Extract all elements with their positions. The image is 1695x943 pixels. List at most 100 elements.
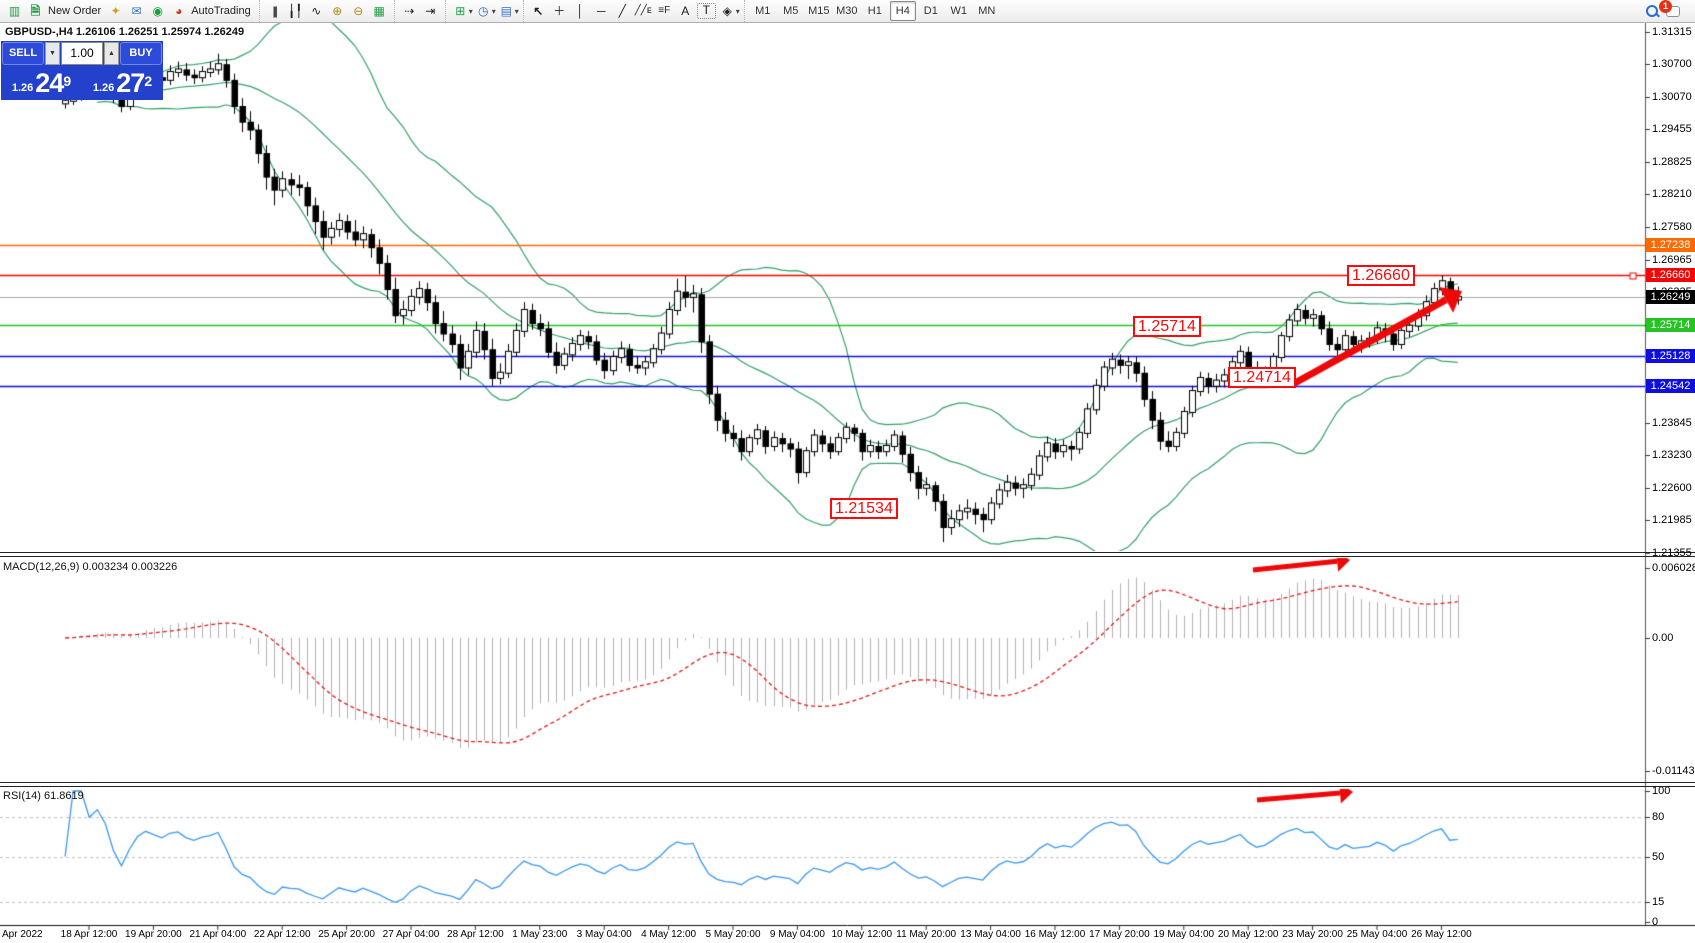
pane-separator[interactable]: [0, 552, 1695, 553]
tile-windows-icon[interactable]: ▦: [373, 3, 385, 18]
bar-chart-icon[interactable]: |||: [272, 3, 278, 18]
time-axis-label: 9 May 04:00: [769, 929, 825, 940]
time-axis-label: 1 May 23:00: [512, 929, 568, 940]
chart-shift-icon[interactable]: ⇥: [425, 3, 436, 18]
horizontal-line-icon[interactable]: ─: [597, 3, 606, 18]
price-level-tag[interactable]: 1.25128: [1646, 348, 1695, 363]
timeframe-button-m30[interactable]: M30: [836, 5, 858, 17]
text-icon[interactable]: A: [681, 3, 690, 18]
annotation-price-label[interactable]: 1.25714: [1133, 316, 1201, 337]
bid-price[interactable]: 1.26 24 9: [2, 66, 81, 97]
timeframe-button-d1[interactable]: D1: [923, 5, 938, 17]
time-axis-label: 4 May 12:00: [641, 929, 697, 940]
pane-separator[interactable]: [0, 782, 1695, 783]
time-axis-label: 25 Apr 20:00: [318, 929, 375, 940]
mail-icon[interactable]: ✉: [131, 3, 142, 18]
time-axis-label: 10 May 12:00: [831, 929, 893, 940]
search-icon[interactable]: [1646, 5, 1660, 18]
time-axis-label: 23 May 20:00: [1282, 929, 1343, 940]
pane-separator[interactable]: [0, 556, 1695, 557]
price-level-tag[interactable]: 1.26660: [1646, 268, 1695, 283]
fibonacci-icon[interactable]: ≡F: [658, 4, 671, 16]
volume-down-button[interactable]: ▼: [45, 42, 60, 65]
price-axis-tick: 1.31315: [1652, 26, 1692, 38]
buy-button[interactable]: BUY: [120, 42, 162, 65]
trendline-icon[interactable]: ╱: [618, 3, 626, 18]
time-axis-label: 16 May 12:00: [1024, 929, 1086, 940]
time-axis-label: 27 Apr 04:00: [382, 929, 440, 940]
timeframe-button-h4[interactable]: H4: [889, 1, 916, 21]
price-axis-tick: 1.21985: [1652, 513, 1692, 526]
time-axis-label: 3 May 04:00: [576, 929, 632, 940]
price-axis-tick: 1.28210: [1652, 188, 1692, 201]
template-icon[interactable]: ▤: [500, 3, 512, 18]
cursor-icon[interactable]: ↖: [533, 3, 544, 18]
toolbar: ▥ 🗎 New Order ✦ ✉ ◉ ◕ AutoTrading ||| ╽╿…: [0, 0, 1695, 23]
equidistant-channel-icon[interactable]: ╱╱ᴇ: [634, 4, 652, 16]
signal-icon[interactable]: ◉: [152, 3, 163, 18]
time-axis-label: 25 May 04:00: [1346, 929, 1408, 940]
timeframe-button-h1[interactable]: H1: [867, 5, 882, 17]
time-axis-label: 17 May 20:00: [1089, 929, 1150, 940]
timeframe-button-m15[interactable]: M15: [808, 5, 830, 17]
rsi-axis-tick: 15: [1652, 896, 1665, 909]
macd-axis-tick: 0.00: [1652, 632, 1674, 644]
wand-icon[interactable]: ✦: [110, 3, 121, 18]
time-axis-label: Apr 2022: [2, 929, 43, 940]
price-level-tag[interactable]: 1.24542: [1646, 379, 1695, 394]
timeframe-button-m5[interactable]: M5: [783, 5, 799, 17]
new-chart-icon[interactable]: ⊞: [455, 3, 466, 18]
time-axis-label: 19 Apr 20:00: [125, 929, 182, 940]
ask-price[interactable]: 1.26 27 2: [83, 66, 162, 97]
candlestick-icon[interactable]: ╽╿: [287, 3, 303, 18]
autotrading-button[interactable]: AutoTrading: [191, 5, 251, 17]
text-label-icon[interactable]: T: [696, 3, 716, 19]
toolbar-group-new: ⊞ ▾ ◷ ▾ ▤ ▾: [444, 0, 523, 22]
notification-badge: 1: [1659, 0, 1672, 13]
line-chart-icon[interactable]: ∿: [311, 3, 322, 18]
toolbar-group-order: ▥ 🗎 New Order ✦ ✉ ◉ ◕ AutoTrading: [0, 0, 259, 22]
period-dropdown-icon[interactable]: ▾: [491, 6, 496, 16]
volume-input[interactable]: 1.00: [61, 42, 103, 65]
time-axis-label: 5 May 20:00: [705, 929, 761, 940]
period-icon[interactable]: ◷: [477, 3, 489, 18]
shapes-dropdown-icon[interactable]: ▾: [735, 6, 740, 16]
time-axis-label: 20 May 12:00: [1217, 929, 1279, 940]
zoom-in-icon[interactable]: ⊕: [332, 3, 343, 18]
rsi-axis-tick: 0: [1652, 916, 1659, 928]
auto-scroll-icon[interactable]: ⇢: [404, 3, 415, 18]
timeframe-button-mn[interactable]: MN: [978, 5, 996, 17]
new-order-button[interactable]: New Order: [48, 5, 102, 17]
sell-button[interactable]: SELL: [2, 42, 44, 65]
bid-pip-digit: 9: [63, 73, 72, 89]
template-dropdown-icon[interactable]: ▾: [514, 6, 519, 16]
shapes-icon[interactable]: ◈: [722, 3, 732, 18]
price-axis-tick: 1.27580: [1652, 221, 1692, 234]
time-axis-label: 11 May 20:00: [896, 929, 957, 940]
pane-separator[interactable]: [0, 786, 1695, 787]
annotation-price-label[interactable]: 1.24714: [1228, 367, 1296, 388]
bid-prefix: 1.26: [11, 82, 34, 94]
time-axis-label: 26 May 12:00: [1411, 929, 1472, 940]
current-price-tag: 1.26249: [1646, 289, 1695, 304]
timeframe-button-w1[interactable]: W1: [950, 5, 968, 17]
timeframe-button-m1[interactable]: M1: [755, 5, 771, 17]
bid-big-digits: 24: [35, 68, 64, 98]
price-level-tag[interactable]: 1.25714: [1646, 317, 1695, 332]
price-axis-tick: 1.29455: [1652, 123, 1692, 136]
rsi-axis-tick: 100: [1652, 785, 1671, 797]
annotation-price-label[interactable]: 1.26660: [1347, 265, 1415, 286]
price-level-tag[interactable]: 1.27238: [1646, 238, 1695, 253]
volume-up-button[interactable]: ▲: [104, 42, 119, 65]
new-chart-dropdown-icon[interactable]: ▾: [468, 6, 473, 16]
new-order-icon[interactable]: 🗎: [30, 3, 41, 18]
vertical-line-icon[interactable]: │: [576, 3, 585, 18]
zoom-out-icon[interactable]: ⊖: [353, 3, 364, 18]
chat-icon[interactable]: 1: [1659, 0, 1681, 17]
autotrading-icon[interactable]: ◕: [175, 3, 183, 18]
annotation-price-label[interactable]: 1.21534: [830, 498, 898, 519]
crosshair-icon[interactable]: ＋: [553, 3, 566, 18]
